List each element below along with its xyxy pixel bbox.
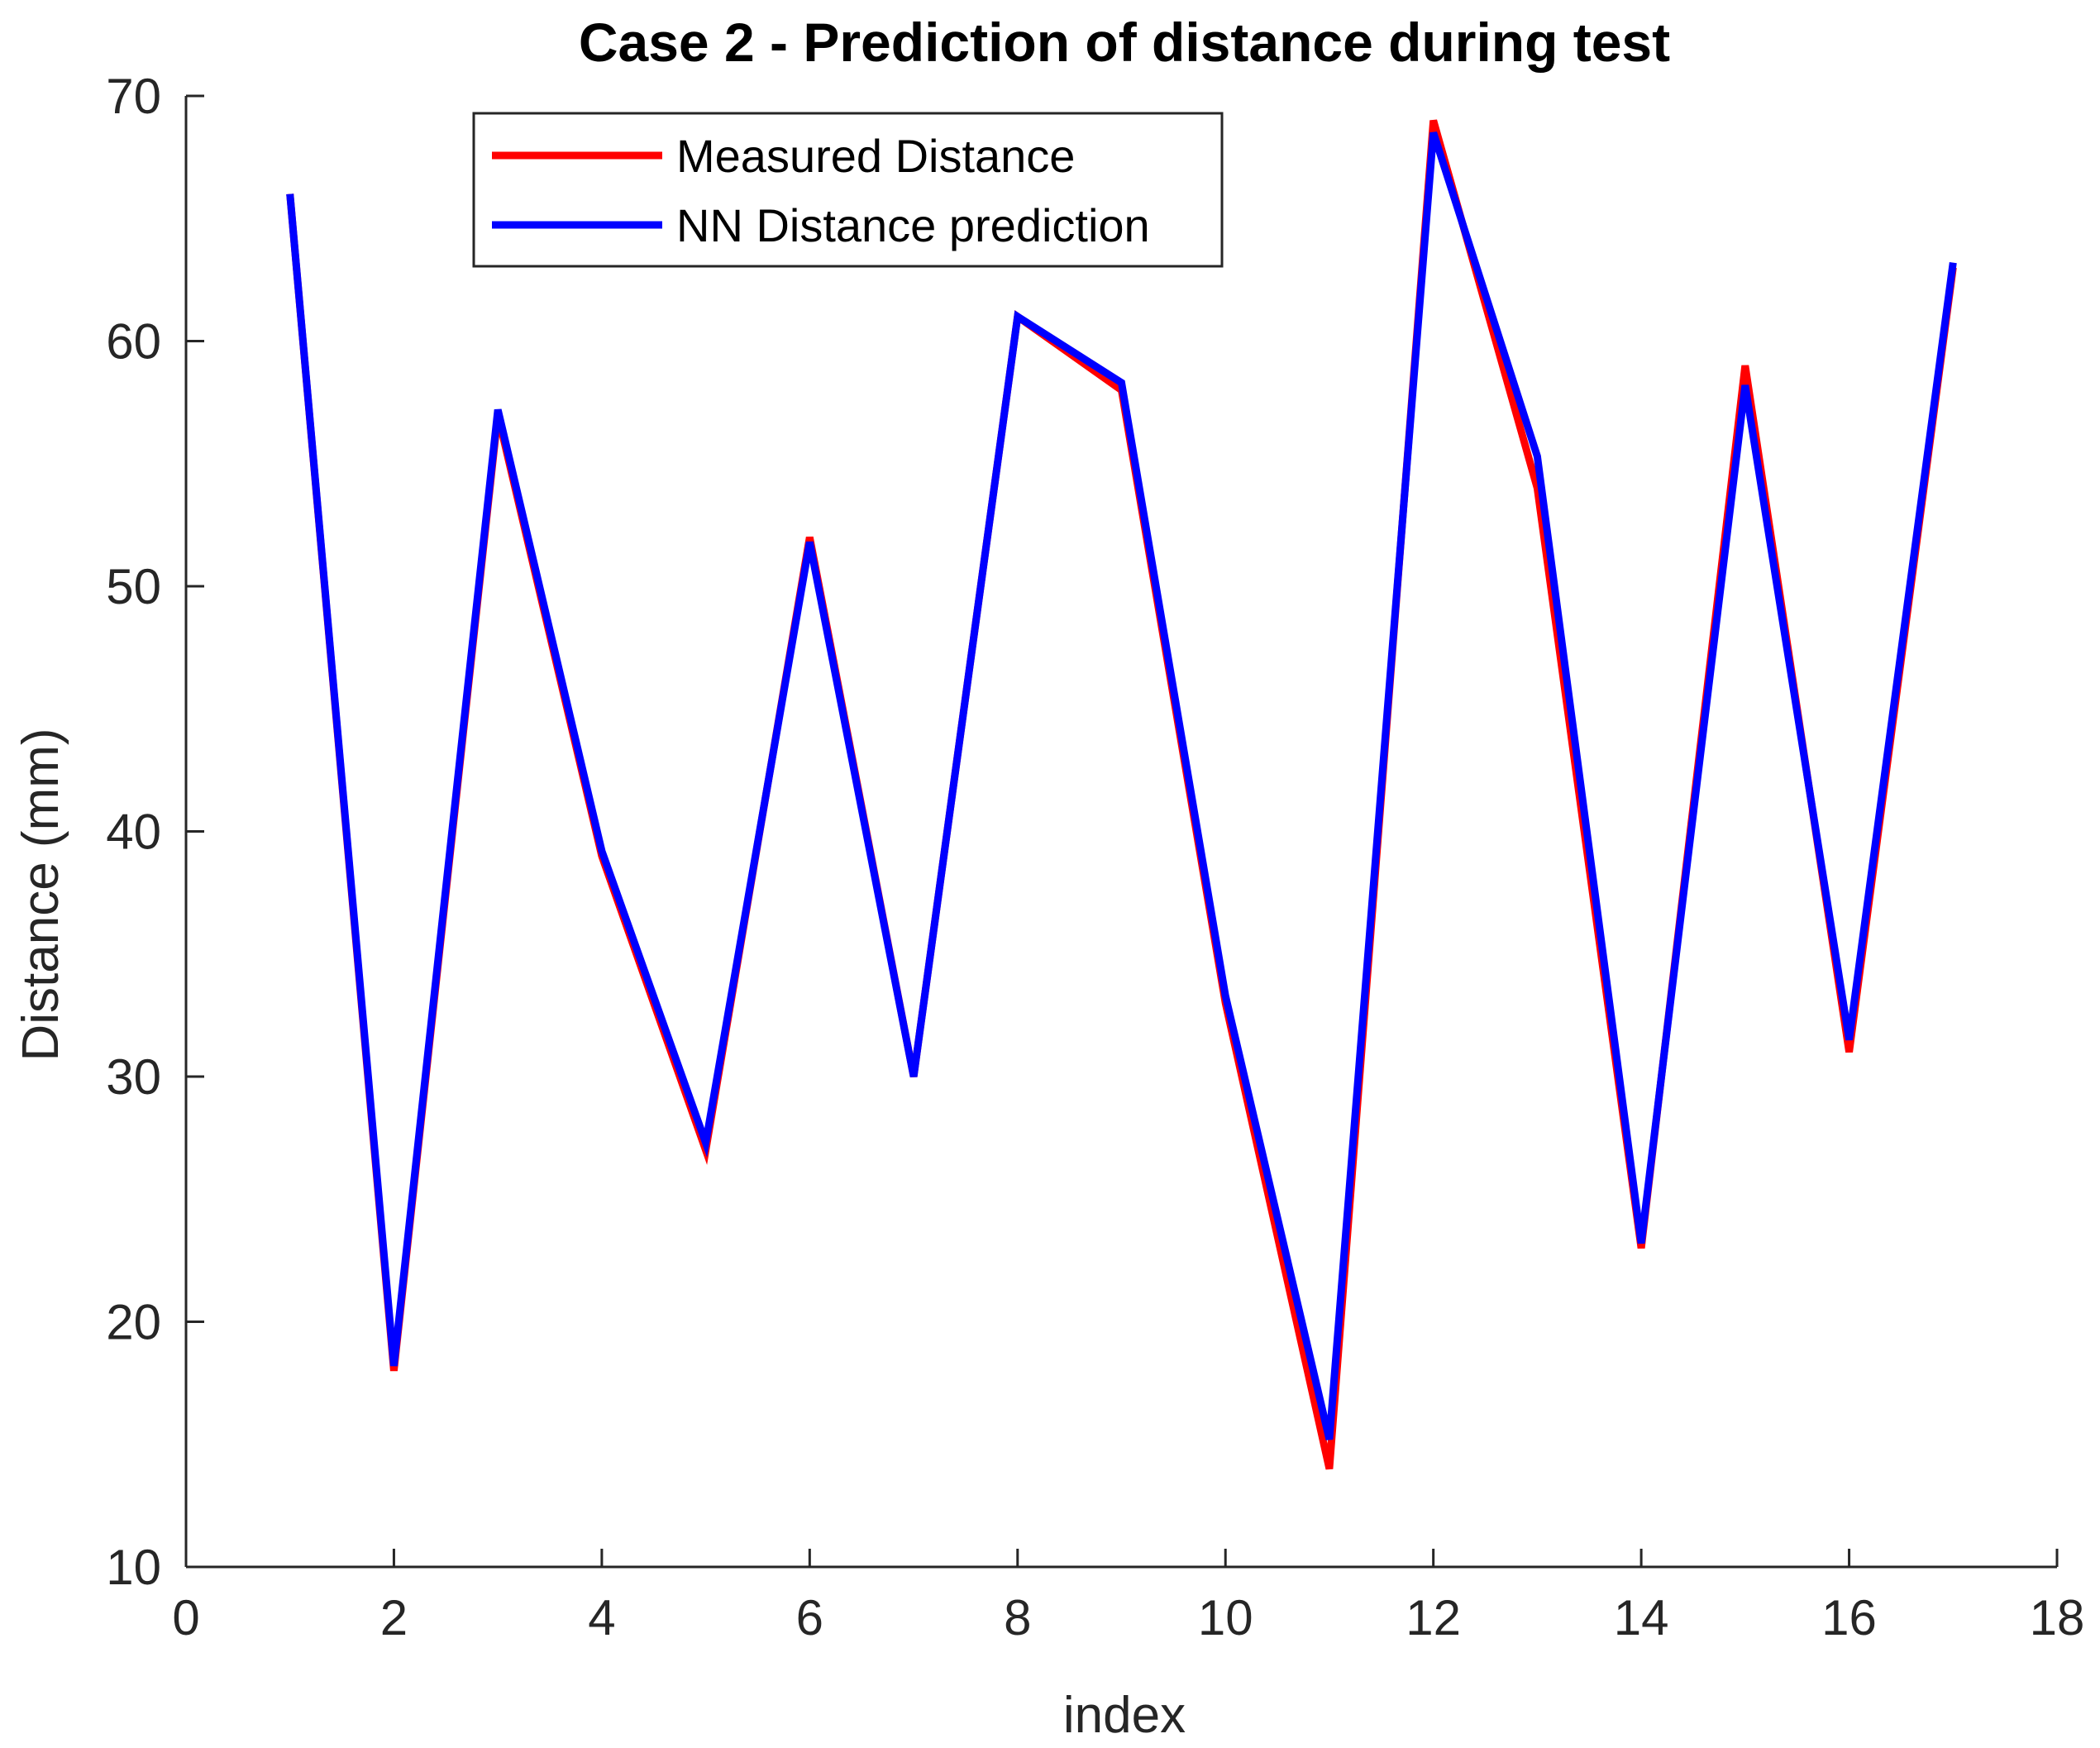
x-tick-label: 0 <box>172 1590 199 1645</box>
series-2-point <box>1950 260 1955 265</box>
x-tick-label: 8 <box>1004 1590 1031 1645</box>
series-1-point <box>1847 1049 1852 1054</box>
y-tick-label: 10 <box>106 1540 161 1595</box>
series-2-point <box>1327 1437 1332 1442</box>
x-tick-label: 6 <box>796 1590 823 1645</box>
y-tick-label: 40 <box>106 805 161 860</box>
series-1-point <box>1639 1246 1644 1251</box>
series-2-point <box>391 1364 396 1368</box>
y-tick-label: 60 <box>106 314 161 370</box>
series-2-point <box>288 192 293 197</box>
series-2-point <box>704 1140 709 1145</box>
series-1-point <box>391 1368 396 1373</box>
legend-label-2: NN Distance prediction <box>676 199 1150 251</box>
series-2-point <box>807 540 812 545</box>
x-axis-label: index <box>1063 1687 1186 1744</box>
series-2-point <box>1431 130 1436 135</box>
series-1-point <box>1327 1466 1332 1471</box>
series-1-point <box>807 535 812 540</box>
series-2-point <box>599 848 604 853</box>
series-2-point <box>495 408 500 413</box>
x-tick-label: 14 <box>1614 1590 1669 1645</box>
y-tick-label: 20 <box>106 1295 161 1350</box>
series-2-point <box>1015 314 1020 319</box>
x-tick-label: 10 <box>1198 1590 1253 1645</box>
y-tick-label: 50 <box>106 559 161 614</box>
series-2-point <box>1639 1241 1644 1246</box>
x-tick-label: 4 <box>588 1590 615 1645</box>
series-2-point <box>911 1074 916 1079</box>
y-tick-label: 70 <box>106 69 161 124</box>
series-1-point <box>1743 363 1748 368</box>
y-tick-label: 30 <box>106 1049 161 1105</box>
series-1-point <box>1431 118 1436 123</box>
series-line-2 <box>286 131 1957 1440</box>
x-tick-label: 18 <box>2030 1590 2085 1645</box>
x-tick-label: 2 <box>380 1590 408 1645</box>
plot-area: 0 2 4 6 8 10 12 14 16 18 10 20 30 40 50 60 70 <box>106 69 2084 1645</box>
legend-label-1: Measured Distance <box>676 130 1075 182</box>
series-2-point <box>1534 454 1539 459</box>
series-2-point <box>1119 380 1124 385</box>
series-2-point <box>1743 383 1748 388</box>
series-2-point <box>1847 1038 1852 1043</box>
chart-title: Case 2 - Prediction of distance during t… <box>579 12 1670 73</box>
x-tick-label: 16 <box>1821 1590 1877 1645</box>
legend: Measured Distance NN Distance prediction <box>472 112 1224 268</box>
x-tick-label: 12 <box>1406 1590 1461 1645</box>
series-2-point <box>1223 993 1228 998</box>
y-axis-label: Distance (mm) <box>12 728 69 1061</box>
legend-box <box>472 112 1224 268</box>
